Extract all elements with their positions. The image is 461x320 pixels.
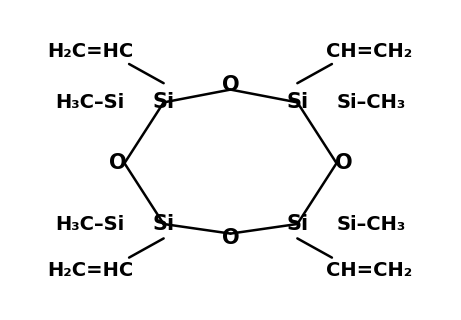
Text: H₃C–Si: H₃C–Si xyxy=(55,214,124,234)
Text: Si–CH₃: Si–CH₃ xyxy=(337,214,406,234)
Text: Si–CH₃: Si–CH₃ xyxy=(337,93,406,112)
Text: H₂C=HC: H₂C=HC xyxy=(47,42,133,61)
Text: Si: Si xyxy=(286,92,308,112)
Text: Si: Si xyxy=(153,92,175,112)
Text: O: O xyxy=(109,153,126,173)
Text: H₃C–Si: H₃C–Si xyxy=(55,93,124,112)
Text: O: O xyxy=(222,228,239,248)
Text: CH=CH₂: CH=CH₂ xyxy=(325,42,412,61)
Text: H₂C=HC: H₂C=HC xyxy=(47,261,133,280)
Text: Si: Si xyxy=(286,214,308,234)
Text: O: O xyxy=(335,153,352,173)
Text: O: O xyxy=(222,75,239,95)
Text: Si: Si xyxy=(153,214,175,234)
Text: CH=CH₂: CH=CH₂ xyxy=(325,261,412,280)
